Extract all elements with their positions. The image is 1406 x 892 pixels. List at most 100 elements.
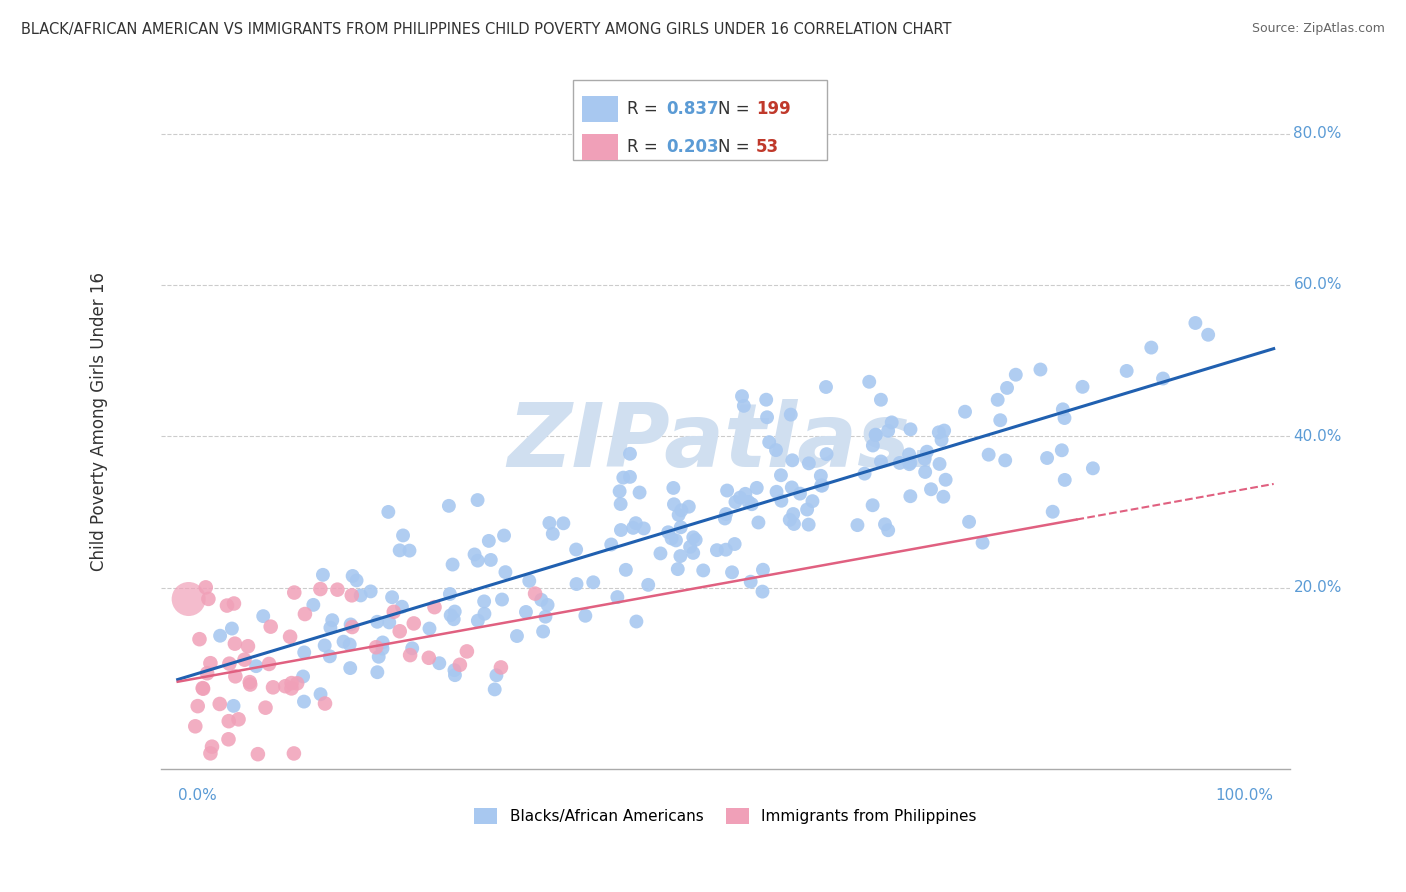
Point (439, 587, 461, 601)
Point (262, 681, 284, 695)
Point (934, 424, 956, 438)
Point (665, 533, 688, 548)
FancyBboxPatch shape (582, 95, 619, 122)
Point (898, 457, 921, 471)
Point (756, 410, 779, 425)
Point (780, 480, 803, 494)
Text: 0.203: 0.203 (666, 137, 718, 156)
Point (666, 562, 689, 576)
Point (714, 511, 737, 525)
Point (870, 392, 893, 407)
Point (574, 608, 596, 623)
Point (246, 747, 269, 761)
Point (669, 549, 692, 563)
Point (810, 468, 832, 483)
Point (865, 428, 887, 442)
Point (312, 567, 335, 582)
Point (517, 574, 540, 588)
Point (914, 451, 936, 466)
Point (669, 520, 692, 534)
Point (606, 590, 628, 604)
Point (877, 424, 900, 438)
Point (257, 657, 280, 671)
Point (221, 622, 243, 636)
Point (789, 486, 811, 500)
Point (222, 597, 245, 611)
Point (898, 447, 921, 461)
Point (401, 641, 423, 656)
Point (621, 521, 644, 535)
Point (995, 381, 1018, 395)
Point (283, 585, 305, 599)
Point (815, 447, 838, 461)
Point (534, 609, 557, 624)
Point (252, 609, 274, 624)
Point (309, 582, 332, 596)
Point (972, 535, 994, 549)
Point (862, 498, 884, 512)
Point (685, 533, 707, 547)
Point (724, 495, 747, 509)
Point (650, 546, 672, 560)
Point (423, 600, 446, 615)
Point (900, 422, 922, 436)
Point (1140, 341, 1163, 355)
Point (222, 698, 245, 713)
Point (740, 574, 762, 589)
Point (541, 526, 564, 541)
Point (360, 584, 382, 599)
Point (935, 473, 957, 487)
Point (292, 695, 315, 709)
Point (444, 668, 467, 682)
Point (858, 375, 880, 389)
Text: 53: 53 (756, 137, 779, 156)
Point (731, 389, 754, 403)
Point (218, 657, 240, 671)
Point (392, 528, 415, 542)
Point (783, 516, 806, 531)
Point (467, 614, 489, 628)
Point (292, 669, 315, 683)
Point (278, 630, 301, 644)
Point (233, 653, 256, 667)
Point (443, 663, 465, 677)
Point (870, 454, 893, 468)
Point (474, 607, 496, 621)
Point (236, 639, 259, 653)
Point (1050, 443, 1073, 458)
Point (779, 408, 801, 422)
Point (197, 591, 219, 606)
Point (600, 537, 623, 551)
Point (371, 641, 394, 656)
Point (364, 640, 387, 655)
Point (657, 525, 679, 540)
Point (957, 515, 980, 529)
Point (752, 563, 775, 577)
Point (472, 594, 495, 608)
Point (339, 661, 361, 675)
Point (609, 497, 631, 511)
Point (326, 582, 349, 597)
Point (245, 659, 267, 673)
Point (366, 665, 388, 680)
Point (716, 483, 738, 498)
Point (274, 679, 297, 693)
Point (239, 677, 262, 691)
Point (339, 617, 361, 632)
Point (1053, 411, 1076, 425)
Point (200, 656, 222, 670)
Point (565, 542, 588, 557)
Point (391, 599, 413, 614)
Point (195, 666, 218, 681)
Point (228, 712, 250, 726)
Point (187, 699, 209, 714)
Point (931, 433, 953, 447)
Point (1053, 473, 1076, 487)
Point (877, 523, 900, 537)
Point (191, 681, 214, 696)
Point (610, 523, 633, 537)
Point (988, 413, 1011, 427)
Text: 20.0%: 20.0% (1294, 580, 1341, 595)
Point (751, 584, 773, 599)
Point (880, 416, 903, 430)
